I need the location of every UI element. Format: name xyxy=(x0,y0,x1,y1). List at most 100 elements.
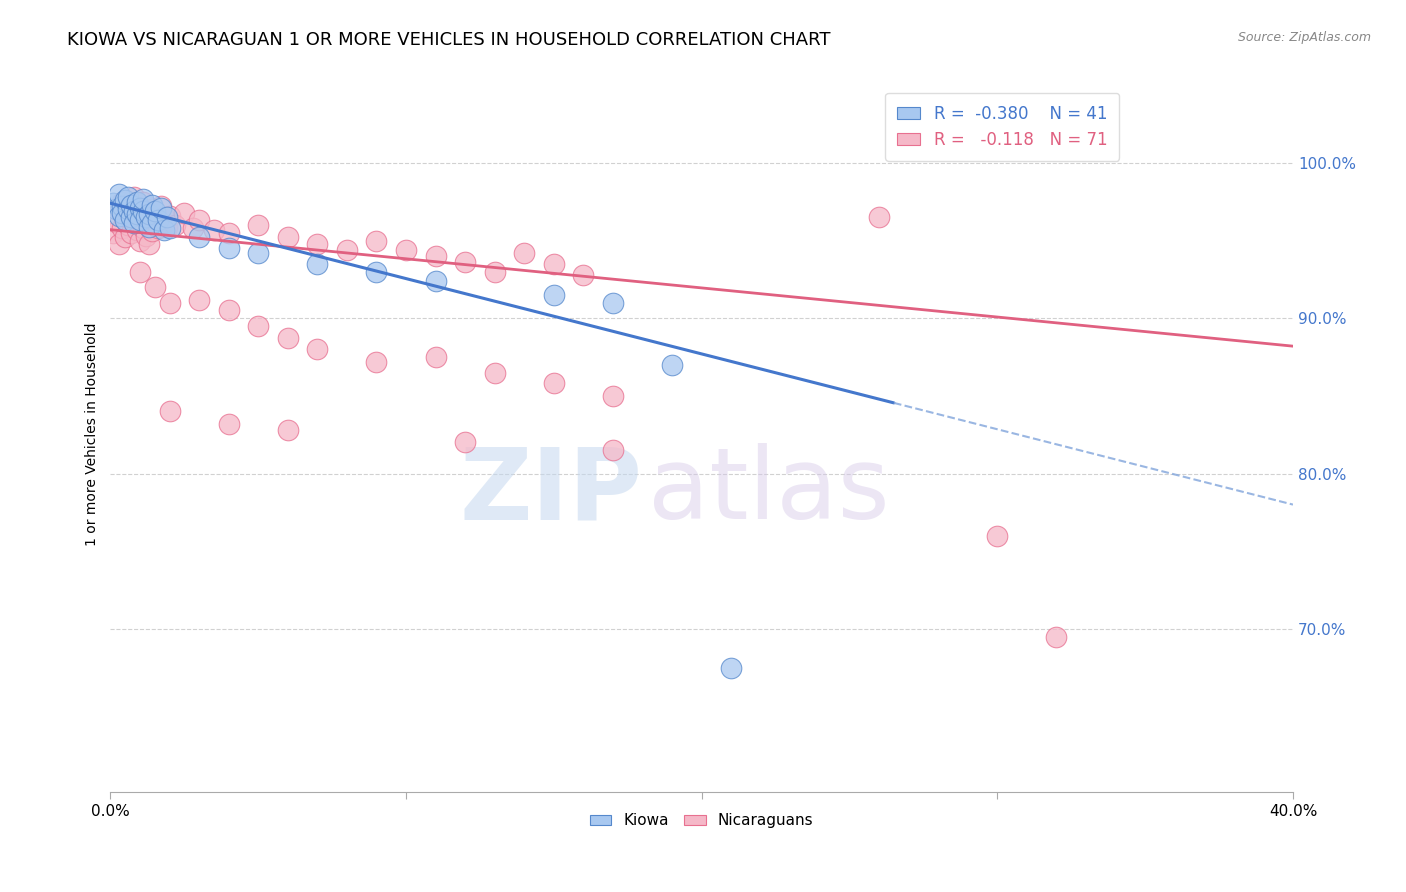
Point xyxy=(165,218,187,232)
Point xyxy=(543,288,565,302)
Point xyxy=(155,219,177,234)
Point xyxy=(247,318,270,333)
Point xyxy=(141,224,163,238)
Point xyxy=(120,198,142,212)
Point xyxy=(111,205,134,219)
Point xyxy=(720,661,742,675)
Point xyxy=(138,207,160,221)
Point xyxy=(114,230,136,244)
Point xyxy=(129,234,152,248)
Point xyxy=(159,221,181,235)
Point xyxy=(105,215,128,229)
Point xyxy=(132,194,155,209)
Point xyxy=(108,209,131,223)
Point xyxy=(135,211,157,225)
Point xyxy=(146,213,169,227)
Point xyxy=(247,218,270,232)
Point xyxy=(143,204,166,219)
Point xyxy=(218,226,240,240)
Text: ZIP: ZIP xyxy=(460,443,643,541)
Point xyxy=(125,194,148,209)
Point xyxy=(103,196,125,211)
Point xyxy=(143,211,166,226)
Point xyxy=(218,241,240,255)
Point xyxy=(868,211,890,225)
Point xyxy=(108,186,131,201)
Point xyxy=(117,199,139,213)
Point xyxy=(120,226,142,240)
Point xyxy=(543,376,565,391)
Point xyxy=(122,213,145,227)
Point xyxy=(129,201,152,215)
Point xyxy=(120,211,142,225)
Point xyxy=(181,221,204,235)
Point xyxy=(173,205,195,219)
Point xyxy=(543,257,565,271)
Point xyxy=(141,217,163,231)
Legend: Kiowa, Nicaraguans: Kiowa, Nicaraguans xyxy=(583,807,820,834)
Point xyxy=(117,218,139,232)
Point xyxy=(120,205,142,219)
Point xyxy=(277,230,299,244)
Point xyxy=(105,202,128,217)
Point xyxy=(159,295,181,310)
Point xyxy=(602,389,624,403)
Point xyxy=(425,350,447,364)
Point xyxy=(307,343,329,357)
Point xyxy=(117,190,139,204)
Point xyxy=(141,198,163,212)
Point xyxy=(129,264,152,278)
Point xyxy=(111,199,134,213)
Point xyxy=(188,293,211,307)
Point xyxy=(307,257,329,271)
Point xyxy=(425,274,447,288)
Point xyxy=(114,193,136,207)
Point xyxy=(149,201,172,215)
Point xyxy=(114,213,136,227)
Point xyxy=(661,358,683,372)
Point xyxy=(143,280,166,294)
Point xyxy=(366,264,388,278)
Point xyxy=(188,213,211,227)
Text: atlas: atlas xyxy=(648,443,890,541)
Point xyxy=(152,211,174,225)
Point xyxy=(218,417,240,431)
Point xyxy=(132,221,155,235)
Point xyxy=(366,354,388,368)
Point xyxy=(159,404,181,418)
Point xyxy=(484,366,506,380)
Point xyxy=(602,443,624,458)
Point xyxy=(1045,630,1067,644)
Point xyxy=(155,211,177,225)
Point xyxy=(129,213,152,227)
Point xyxy=(277,423,299,437)
Text: Source: ZipAtlas.com: Source: ZipAtlas.com xyxy=(1237,31,1371,45)
Point xyxy=(129,211,152,226)
Point xyxy=(336,243,359,257)
Point xyxy=(395,243,418,257)
Point xyxy=(247,246,270,260)
Point xyxy=(454,435,477,450)
Point xyxy=(125,222,148,236)
Point xyxy=(366,234,388,248)
Point xyxy=(188,230,211,244)
Point xyxy=(425,249,447,263)
Point xyxy=(132,192,155,206)
Point xyxy=(484,264,506,278)
Point xyxy=(146,221,169,235)
Point xyxy=(202,222,225,236)
Point xyxy=(159,209,181,223)
Point xyxy=(117,202,139,217)
Point xyxy=(454,255,477,269)
Point xyxy=(138,215,160,229)
Point xyxy=(602,295,624,310)
Point xyxy=(122,190,145,204)
Point xyxy=(138,236,160,251)
Point xyxy=(986,529,1008,543)
Point xyxy=(111,194,134,209)
Text: KIOWA VS NICARAGUAN 1 OR MORE VEHICLES IN HOUSEHOLD CORRELATION CHART: KIOWA VS NICARAGUAN 1 OR MORE VEHICLES I… xyxy=(67,31,831,49)
Point xyxy=(141,202,163,217)
Point xyxy=(513,246,536,260)
Point xyxy=(572,268,595,282)
Point xyxy=(307,236,329,251)
